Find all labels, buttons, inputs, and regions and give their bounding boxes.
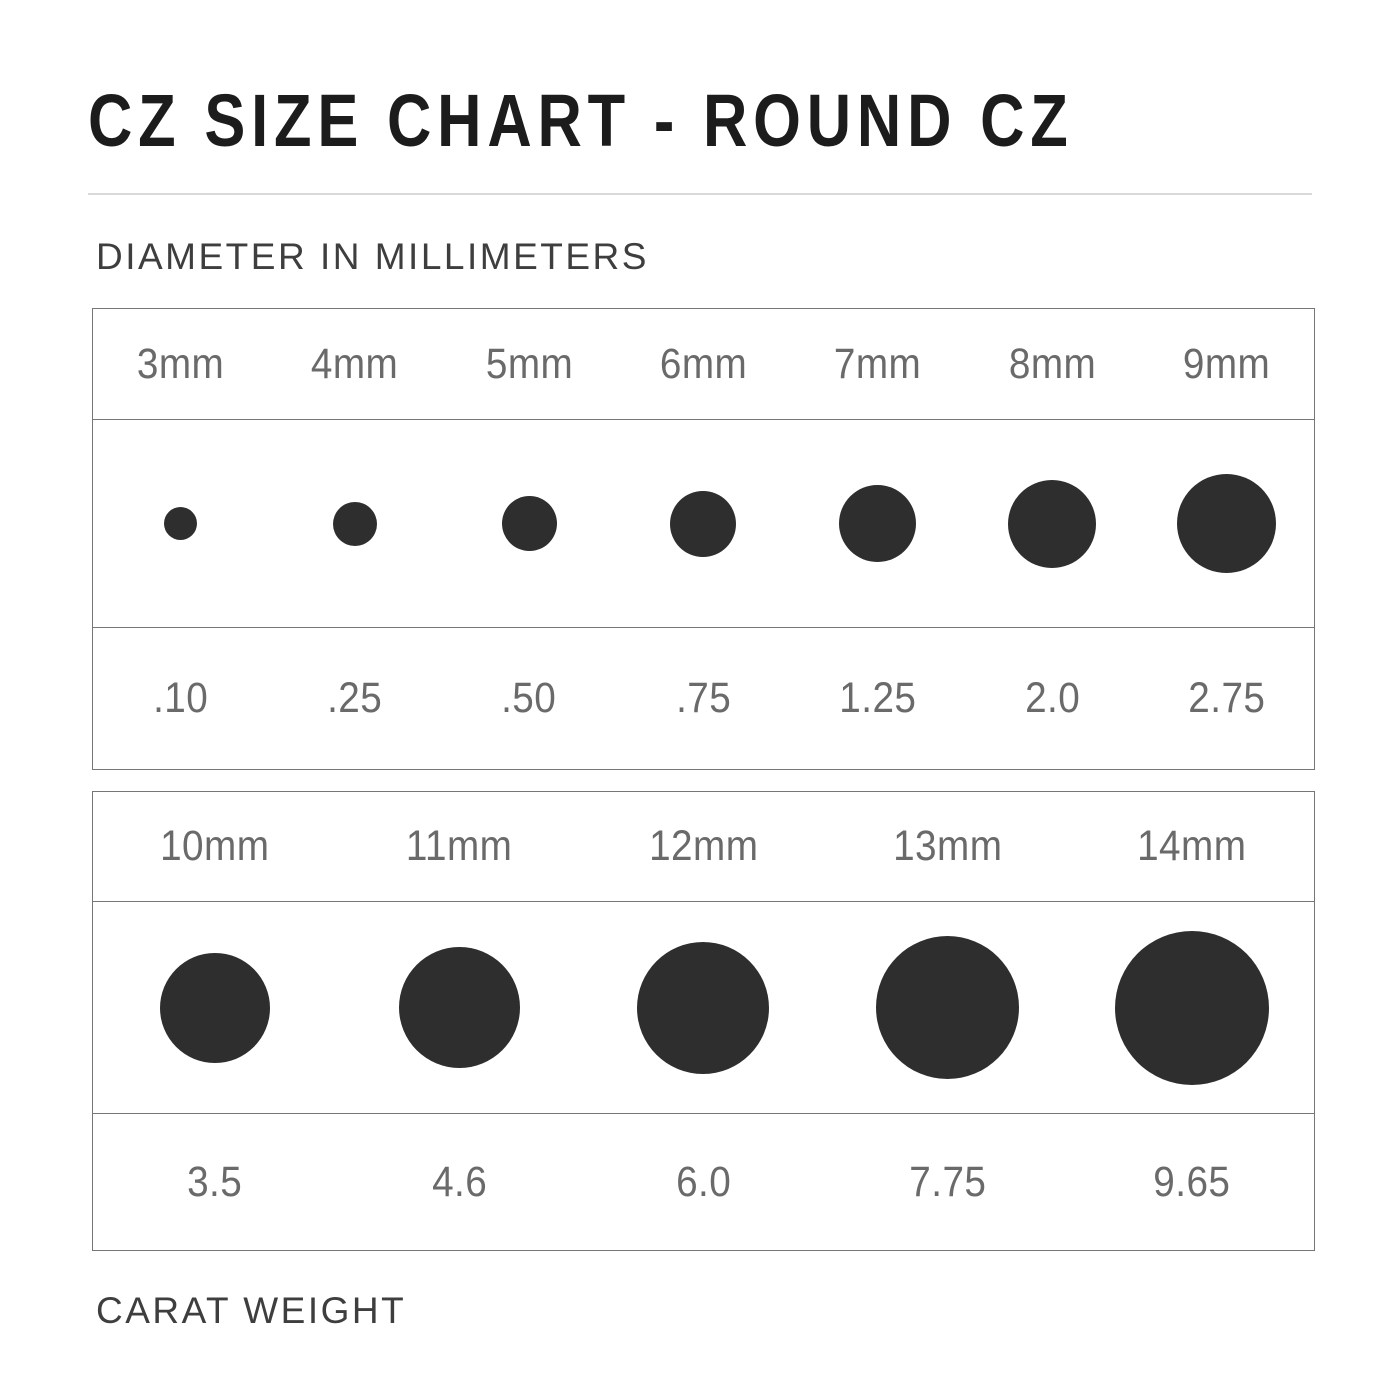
carat-cell: 7.75 <box>826 1114 1070 1250</box>
carat-cell: 6.0 <box>581 1114 825 1250</box>
carat-value: .10 <box>152 674 208 722</box>
diameter-label: DIAMETER IN MILLIMETERS <box>96 236 649 277</box>
cz-dot-10mm <box>160 952 271 1063</box>
mm-label: 13mm <box>893 822 1003 870</box>
carat-value: 4.6 <box>431 1157 487 1206</box>
mm-header-cell: 7mm <box>791 309 965 419</box>
mm-header-cell: 13mm <box>826 792 1070 901</box>
mm-label: 9mm <box>1183 339 1271 388</box>
mm-header-cell: 3mm <box>93 309 267 419</box>
carat-cell: 2.0 <box>965 628 1139 769</box>
carat-row: .10 .25 .50 .75 1.25 2.0 2.75 <box>93 628 1314 769</box>
dot-row <box>93 902 1314 1114</box>
dot-cell <box>337 902 581 1113</box>
dot-row <box>93 420 1314 628</box>
mm-header-cell: 10mm <box>93 792 337 901</box>
carat-cell: 3.5 <box>93 1114 337 1250</box>
dot-cell <box>93 902 337 1113</box>
carat-weight-label: CARAT WEIGHT <box>96 1290 407 1331</box>
dot-cell <box>581 902 825 1113</box>
carat-value: .25 <box>327 674 383 722</box>
mm-header-cell: 5mm <box>442 309 616 419</box>
carat-value: .75 <box>675 674 732 722</box>
mm-header-cell: 8mm <box>965 309 1139 419</box>
cz-dot-8mm <box>1008 479 1097 568</box>
cz-dot-7mm <box>839 485 917 562</box>
carat-value: 3.5 <box>187 1157 243 1206</box>
carat-row: 3.5 4.6 6.0 7.75 9.65 <box>93 1114 1314 1250</box>
mm-label: 7mm <box>834 339 922 388</box>
mm-header-cell: 14mm <box>1070 792 1314 901</box>
carat-value: 6.0 <box>675 1157 732 1206</box>
mm-header-cell: 12mm <box>581 792 825 901</box>
cz-dot-14mm <box>1114 930 1269 1085</box>
mm-header-cell: 4mm <box>267 309 441 419</box>
mm-header-row: 10mm 11mm 12mm 13mm 14mm <box>93 792 1314 902</box>
carat-cell: 9.65 <box>1070 1114 1314 1250</box>
carat-value: 1.25 <box>839 674 917 722</box>
cz-dot-13mm <box>876 936 1020 1079</box>
carat-cell: .50 <box>442 628 616 769</box>
dot-cell <box>791 420 965 627</box>
mm-label: 4mm <box>310 339 399 388</box>
carat-value: 9.65 <box>1153 1157 1231 1206</box>
dot-cell <box>442 420 616 627</box>
carat-value: 2.75 <box>1188 674 1266 722</box>
cz-dot-12mm <box>637 941 770 1074</box>
mm-label: 11mm <box>406 822 513 870</box>
cz-dot-11mm <box>398 947 520 1068</box>
mm-label: 5mm <box>485 339 573 388</box>
carat-cell: .75 <box>616 628 790 769</box>
cz-dot-4mm <box>332 501 377 546</box>
carat-value: 7.75 <box>909 1157 987 1206</box>
dot-cell <box>1070 902 1314 1113</box>
mm-label: 6mm <box>659 339 748 388</box>
mm-label: 8mm <box>1008 339 1097 388</box>
mm-label: 3mm <box>136 339 224 388</box>
carat-value: 2.0 <box>1024 674 1080 722</box>
mm-header-cell: 9mm <box>1140 309 1314 419</box>
mm-label: 12mm <box>648 822 759 870</box>
cz-dot-6mm <box>670 490 737 557</box>
mm-header-cell: 11mm <box>337 792 581 901</box>
dot-cell <box>267 420 441 627</box>
cz-dot-5mm <box>501 496 557 551</box>
dot-cell <box>93 420 267 627</box>
dot-cell <box>1140 420 1314 627</box>
page-title: CZ SIZE CHART - ROUND CZ <box>88 79 1074 162</box>
mm-label: 10mm <box>160 822 270 870</box>
size-table-3-9mm: 3mm 4mm 5mm 6mm 7mm 8mm 9mm .10 .25 .50 … <box>92 308 1315 770</box>
mm-header-row: 3mm 4mm 5mm 6mm 7mm 8mm 9mm <box>93 309 1314 420</box>
carat-cell: 1.25 <box>791 628 965 769</box>
mm-header-cell: 6mm <box>616 309 790 419</box>
title-divider <box>88 193 1312 195</box>
cz-dot-9mm <box>1177 474 1277 573</box>
size-table-10-14mm: 10mm 11mm 12mm 13mm 14mm 3.5 4.6 6.0 7.7… <box>92 791 1315 1251</box>
mm-label: 14mm <box>1137 822 1247 870</box>
cz-dot-3mm <box>163 507 197 540</box>
carat-value: .50 <box>501 674 557 722</box>
dot-cell <box>616 420 790 627</box>
carat-cell: 4.6 <box>337 1114 581 1250</box>
carat-cell: .10 <box>93 628 267 769</box>
dot-cell <box>965 420 1139 627</box>
dot-cell <box>826 902 1070 1113</box>
carat-cell: 2.75 <box>1140 628 1314 769</box>
carat-cell: .25 <box>267 628 441 769</box>
